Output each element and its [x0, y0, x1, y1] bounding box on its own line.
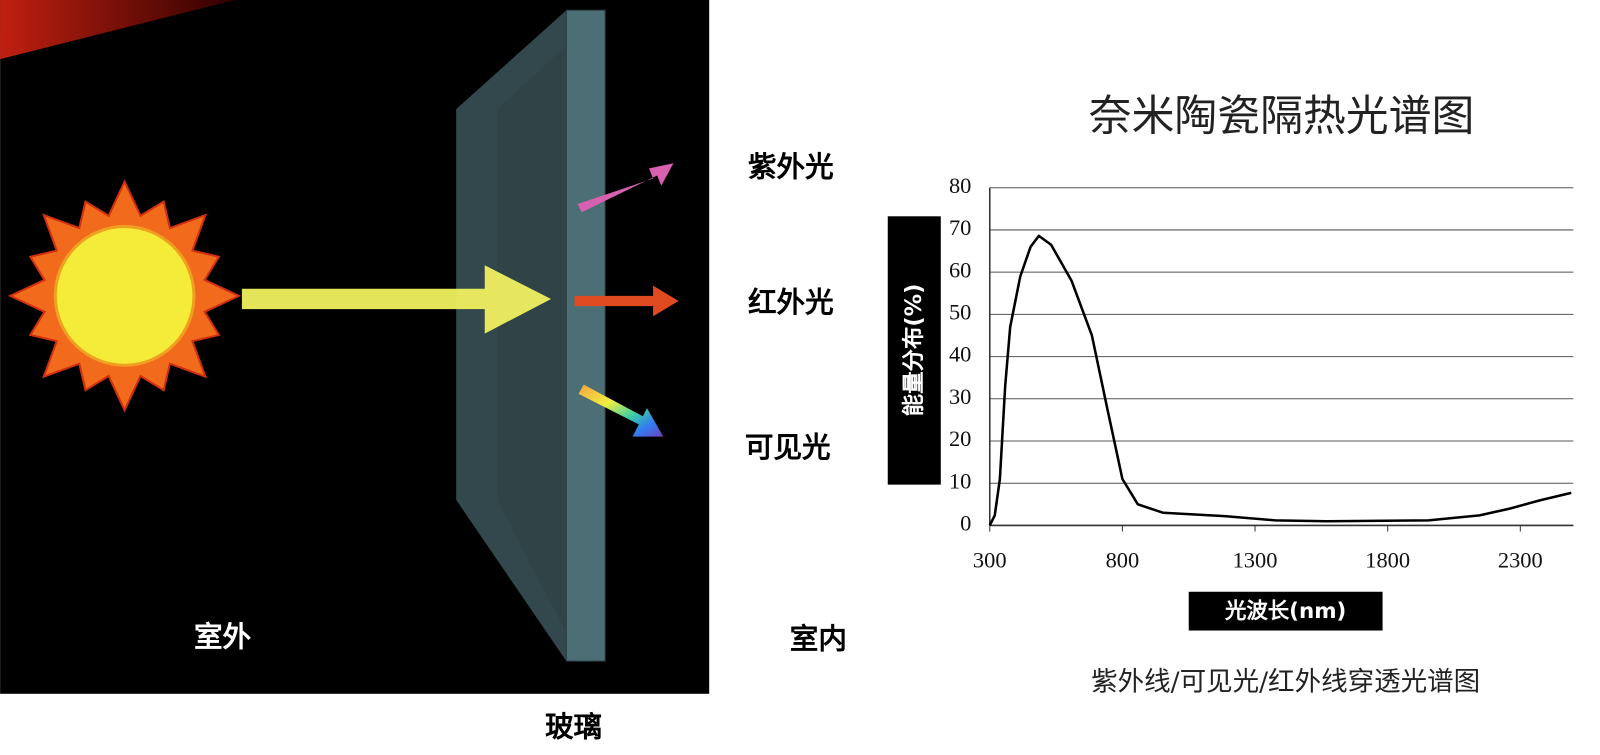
glass-inner	[496, 45, 567, 633]
chart-title: 奈米陶瓷隔热光谱图	[1089, 91, 1475, 141]
y-tick-label: 70	[949, 215, 971, 240]
glass-label: 玻璃	[545, 709, 602, 743]
x-tick-label: 1800	[1365, 547, 1410, 572]
uv-label: 紫外光	[748, 149, 834, 183]
x-tick-label: 300	[973, 547, 1007, 572]
sunlight-arrow	[241, 265, 552, 334]
x-tick-label: 1300	[1233, 547, 1278, 572]
y-tick-label: 10	[949, 468, 971, 493]
y-tick-label: 0	[960, 511, 971, 536]
line-series	[988, 234, 1572, 527]
x-tick-label: 800	[1106, 547, 1140, 572]
y-tick-label: 50	[949, 300, 971, 325]
glass-front	[565, 9, 606, 662]
x-axis-label: 光波长(nm)	[1224, 599, 1346, 624]
visible-label: 可见光	[745, 430, 831, 464]
uv-arrow	[577, 163, 674, 213]
x-label-box	[1188, 591, 1383, 631]
x-tick-label: 2300	[1498, 547, 1543, 572]
y-label-box	[887, 216, 941, 485]
y-tick-label: 40	[949, 342, 971, 367]
y-tick-label: 30	[949, 384, 971, 409]
visible-arrow	[578, 384, 664, 437]
y-axis-label: 能量分布(%)	[900, 284, 927, 417]
y-tick-label: 60	[949, 257, 971, 282]
indoor-label: 室内	[790, 622, 847, 656]
ir-label: 红外光	[748, 285, 834, 319]
outdoor-label: 室外	[194, 620, 252, 654]
ir-arrow	[574, 285, 679, 317]
y-tick-label: 20	[949, 426, 971, 451]
chart-caption: 紫外线/可见光/红外线穿透光谱图	[1091, 667, 1480, 698]
corner-flare	[0, 0, 235, 60]
sun	[53, 224, 196, 367]
y-tick-label: 80	[949, 173, 971, 198]
